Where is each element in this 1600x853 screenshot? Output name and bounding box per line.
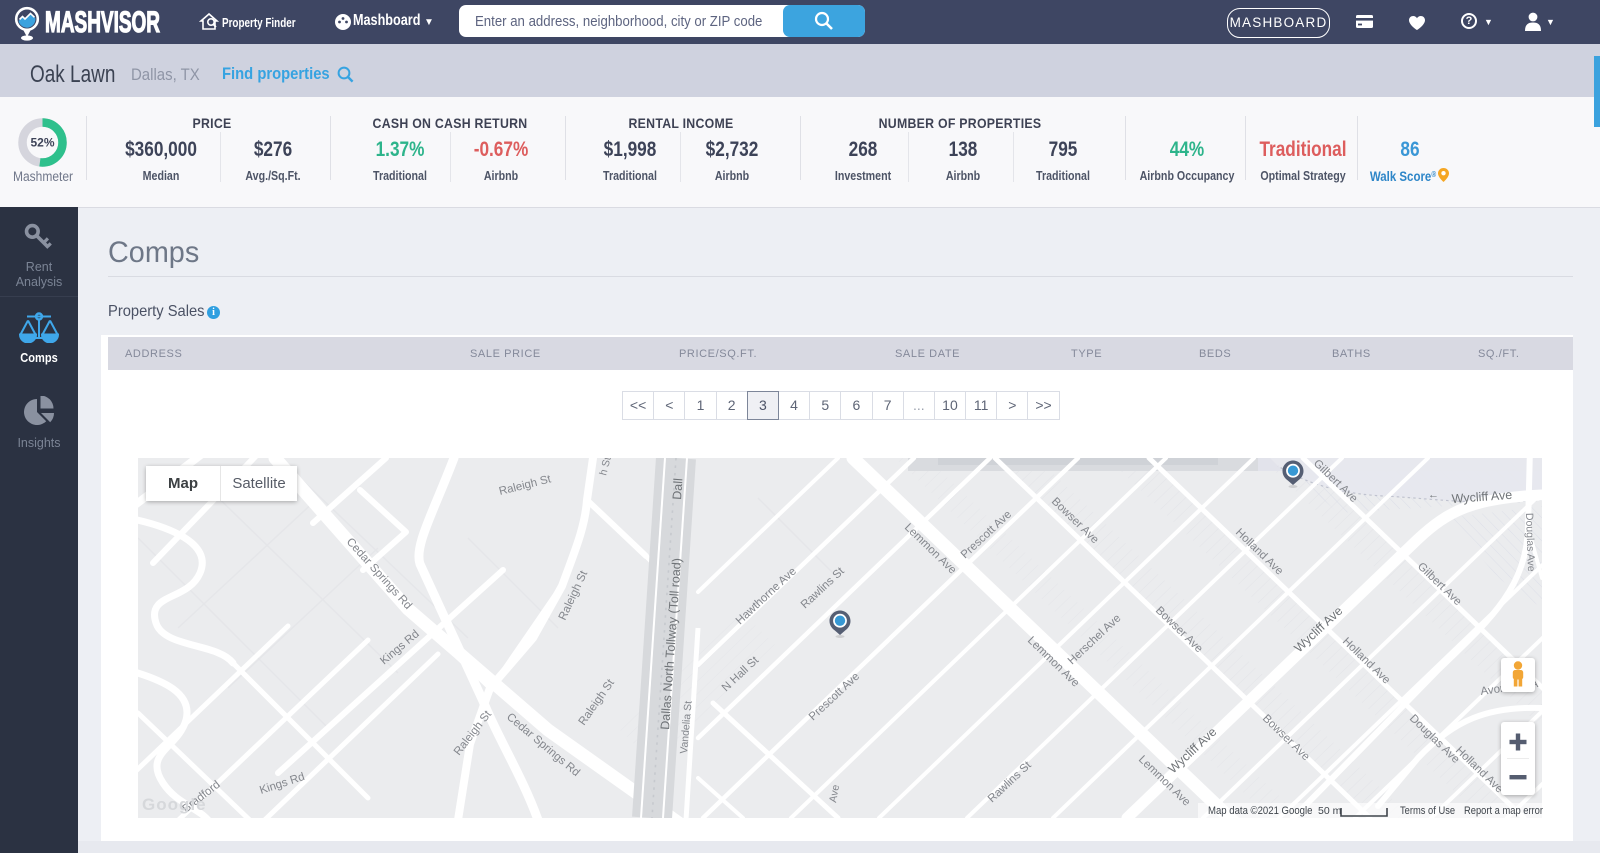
svg-text:Dall: Dall <box>670 478 685 500</box>
svg-text:Google: Google <box>142 795 207 814</box>
svg-text:←: ← <box>1428 489 1439 501</box>
svg-text:Wycliff Ave: Wycliff Ave <box>1451 488 1512 506</box>
svg-text:Vandelia St: Vandelia St <box>678 700 695 754</box>
svg-text:52%: 52% <box>30 136 54 150</box>
svg-text:h St: h St <box>597 458 613 477</box>
svg-text:Douglas Ave: Douglas Ave <box>1523 513 1537 572</box>
svg-text:Ave: Ave <box>827 784 842 804</box>
